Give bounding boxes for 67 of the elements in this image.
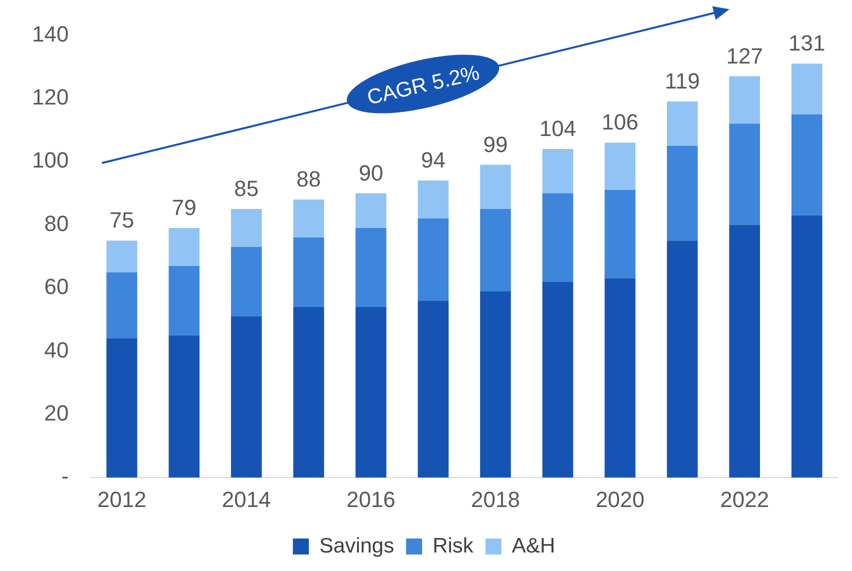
bar [542,148,574,194]
y-tick-label: 100 [32,148,69,173]
bar [729,124,760,225]
bar [168,228,200,266]
total-label: 119 [664,68,700,94]
y-tick-label: 80 [44,210,69,236]
bar [604,278,636,478]
bar [666,240,698,478]
bar [356,228,386,307]
total-label: 99 [483,132,508,157]
x-tick-label: 2014 [222,486,271,512]
x-tick-label: 2020 [596,486,645,512]
total-label: 131 [788,30,826,56]
bar [418,218,449,301]
bar [230,316,262,478]
x-tick-label: 2022 [720,486,770,512]
bar [666,146,698,241]
annotation: CAGR 5.2% [365,61,482,110]
total-label: 75 [110,208,134,233]
bar [666,102,698,146]
bar [230,246,262,316]
bar [480,164,511,209]
x-tick-label: 2012 [97,486,146,512]
oval-label: CAGR 5.2% [346,54,500,114]
bar [293,237,324,307]
y-tick-label: 40 [44,337,69,362]
bar [791,114,822,216]
total-label: 94 [420,148,446,173]
legend-label: Savings [319,534,394,558]
total-label: 85 [234,176,259,202]
bar [106,240,138,272]
legend-label: A&H [512,534,556,558]
bar [729,76,760,124]
bar [542,282,574,478]
total-label: 104 [539,116,576,142]
total-label: 106 [602,110,638,135]
y-tick-label: 140 [32,21,69,46]
bar [418,180,449,218]
bar [168,335,200,478]
total-label: 127 [726,43,763,68]
total-label: 90 [358,160,384,186]
bar [480,209,511,292]
bar [356,193,386,228]
y-tick-label: 60 [44,274,69,300]
bar [230,209,262,247]
total-label: 79 [172,195,196,220]
bar [106,272,138,339]
bar [293,200,324,238]
x-tick-label: 2018 [471,486,520,512]
bar [106,338,138,478]
bar [293,306,324,478]
bar [791,64,822,114]
y-tick-label: 20 [44,400,69,426]
bar [604,190,636,279]
y-tick-label: 120 [32,84,69,110]
bar [729,224,760,478]
bar [604,142,636,190]
bar [356,306,386,478]
bar [791,215,822,478]
legend-label: Risk [432,534,474,558]
x-tick-label: 2016 [346,486,396,512]
bar [168,266,200,336]
bar [542,193,574,282]
total-label: 88 [296,166,321,192]
bar [418,300,449,478]
bar [480,291,511,478]
y-tick-label: - [61,464,69,489]
